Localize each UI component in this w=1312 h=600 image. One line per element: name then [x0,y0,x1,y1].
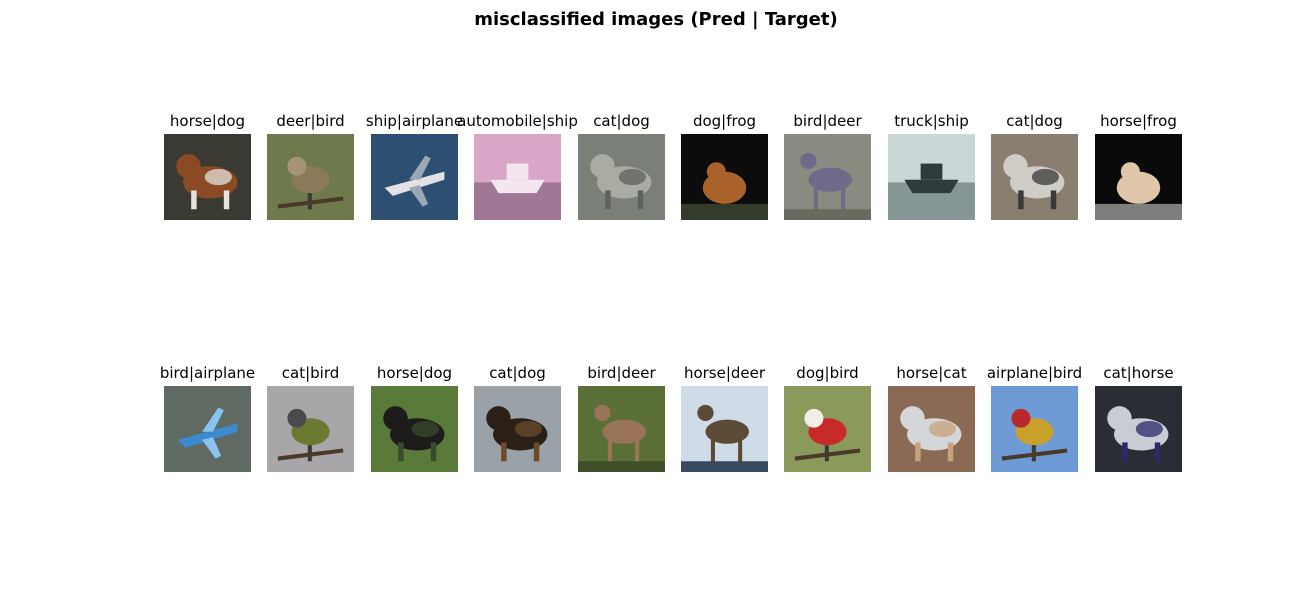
ship-thumbnail-svg [888,134,975,220]
prediction-target-label: cat|dog [593,112,650,130]
dog-thumbnail-svg [164,134,251,220]
frog-thumbnail-svg [1095,134,1182,220]
misclassified-image-cell: automobile|ship [457,112,578,220]
misclassified-image-cell: bird|deer [578,364,665,472]
frog-thumbnail-svg [681,134,768,220]
prediction-target-label: cat|bird [281,364,340,382]
ship-thumbnail-svg [474,134,561,220]
misclassified-image-cell: horse|frog [1095,112,1182,220]
prediction-target-label: bird|deer [587,364,656,382]
prediction-target-label: horse|cat [896,364,967,382]
prediction-target-label: deer|bird [276,112,345,130]
misclassified-image-cell: ship|airplane [366,112,463,220]
prediction-target-label: horse|deer [683,364,766,382]
misclassified-image-cell: deer|bird [267,112,354,220]
misclassified-image-cell: truck|ship [888,112,975,220]
airplane-thumbnail-svg [164,386,251,472]
horse-thumbnail-svg [1095,386,1182,472]
misclassified-image-cell: horse|cat [888,364,975,472]
deer-thumbnail-svg [681,386,768,472]
prediction-target-label: truck|ship [894,112,969,130]
misclassified-image-cell: cat|dog [578,112,665,220]
airplane-thumbnail-svg [371,134,458,220]
misclassified-image-cell: airplane|bird [987,364,1082,472]
misclassified-image-cell: bird|airplane [160,364,255,472]
cat-thumbnail-svg [888,386,975,472]
dog-thumbnail-svg [991,134,1078,220]
misclassified-image-cell: dog|bird [784,364,871,472]
prediction-target-label: airplane|bird [986,364,1083,382]
dog-thumbnail-svg [578,134,665,220]
prediction-target-label: automobile|ship [457,112,578,130]
misclassified-image-cell: cat|bird [267,364,354,472]
bird-thumbnail-svg [784,386,871,472]
misclassified-image-cell: dog|frog [681,112,768,220]
prediction-target-label: ship|airplane [365,112,464,130]
prediction-target-label: bird|airplane [159,364,256,382]
dog-thumbnail-svg [371,386,458,472]
prediction-target-label: horse|dog [376,364,453,382]
dog-thumbnail-svg [474,386,561,472]
bird-thumbnail-svg [991,386,1078,472]
prediction-target-label: dog|frog [692,112,757,130]
deer-thumbnail-svg [578,386,665,472]
prediction-target-label: cat|dog [1006,112,1063,130]
misclassified-image-cell: cat|horse [1095,364,1182,472]
prediction-target-label: cat|dog [489,364,546,382]
misclassified-image-cell: cat|dog [474,364,561,472]
misclassified-image-cell: horse|deer [681,364,768,472]
prediction-target-label: cat|horse [1103,364,1174,382]
deer-thumbnail-svg [784,134,871,220]
misclassified-image-cell: horse|dog [371,364,458,472]
bird-thumbnail-svg [267,386,354,472]
prediction-target-label: horse|dog [169,112,246,130]
misclassified-image-cell: cat|dog [991,112,1078,220]
misclassified-image-cell: bird|deer [784,112,871,220]
prediction-target-label: horse|frog [1100,112,1177,130]
prediction-target-label: bird|deer [793,112,862,130]
figure-title: misclassified images (Pred | Target) [474,9,838,30]
prediction-target-label: dog|bird [796,364,859,382]
bird-thumbnail-svg [267,134,354,220]
misclassified-image-cell: horse|dog [164,112,251,220]
